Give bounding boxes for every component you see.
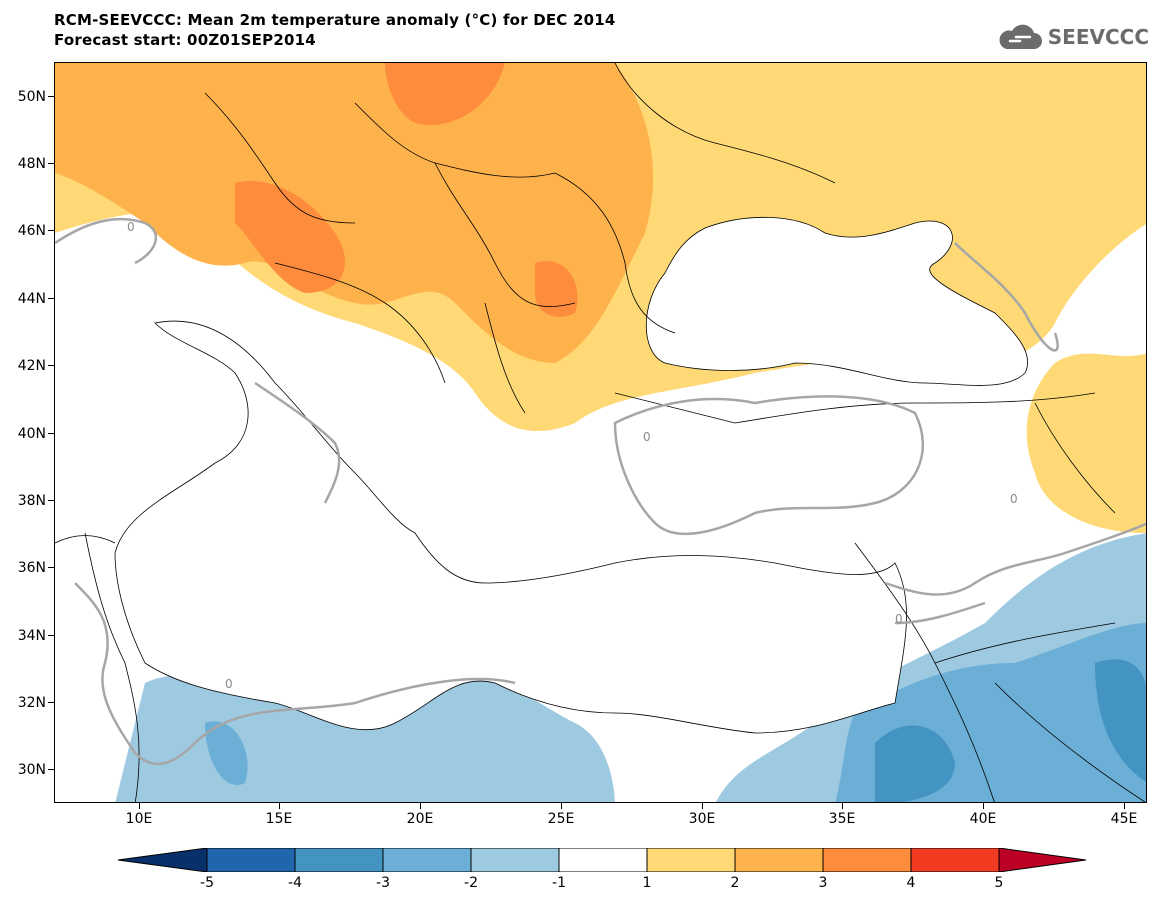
colorbar-segment-5-4 — [207, 848, 295, 872]
y-axis-label-34n: 34N — [18, 629, 46, 643]
x-axis-label-30e: 30E — [689, 812, 716, 826]
colorbar-segment-3-2 — [383, 848, 471, 872]
y-tick — [48, 230, 54, 231]
contour-label-b: 0 — [643, 430, 651, 444]
colorbar-label-4: 4 — [907, 875, 916, 891]
cloud-icon — [996, 23, 1044, 51]
y-axis-label-40n: 40N — [18, 427, 46, 441]
y-tick — [48, 96, 54, 97]
y-axis-label-36n: 36N — [18, 561, 46, 575]
title-line-1: RCM-SEEVCCC: Mean 2m temperature anomaly… — [54, 10, 616, 30]
x-tick — [1124, 803, 1125, 809]
y-axis-label-30n: 30N — [18, 763, 46, 777]
contour-label-e: 0 — [1010, 492, 1018, 506]
colorbar-segment-lt-5 — [118, 848, 207, 872]
x-axis-label-35e: 35E — [829, 812, 856, 826]
x-tick — [983, 803, 984, 809]
x-tick — [420, 803, 421, 809]
colorbar-segment-1-2 — [647, 848, 735, 872]
colorbar-segment-3-4 — [823, 848, 911, 872]
y-tick — [48, 567, 54, 568]
colorbar-label-1: 1 — [643, 875, 652, 891]
colorbar-segment-gt-5 — [999, 848, 1086, 872]
y-tick — [48, 365, 54, 366]
y-axis-label-32n: 32N — [18, 696, 46, 710]
contour-label-d: 0 — [225, 677, 233, 691]
x-axis-label-10e: 10E — [126, 812, 153, 826]
y-tick — [48, 500, 54, 501]
colorbar — [118, 848, 1086, 872]
anomaly-map: 0 0 0 0 0 — [55, 63, 1147, 803]
colorbar-label-minus2: -2 — [464, 875, 478, 891]
x-axis-label-15e: 15E — [266, 812, 293, 826]
x-axis-label-20e: 20E — [407, 812, 434, 826]
colorbar-segment-2-3 — [735, 848, 823, 872]
colorbar-label-3: 3 — [819, 875, 828, 891]
colorbar-label-minus4: -4 — [288, 875, 302, 891]
colorbar-segment-4-3 — [295, 848, 383, 872]
colorbar-label-minus5: -5 — [200, 875, 214, 891]
seevccc-logo: SEEVCCC — [996, 22, 1149, 52]
y-tick — [48, 635, 54, 636]
y-tick — [48, 298, 54, 299]
y-axis-label-46n: 46N — [18, 224, 46, 238]
x-tick — [561, 803, 562, 809]
colorbar-segment-2-1 — [471, 848, 559, 872]
x-axis-label-45e: 45E — [1111, 812, 1138, 826]
colorbar-label-minus3: -3 — [376, 875, 390, 891]
colorbar-label-5: 5 — [995, 875, 1004, 891]
y-axis-label-44n: 44N — [18, 292, 46, 306]
x-axis-label-25e: 25E — [548, 812, 575, 826]
y-tick — [48, 433, 54, 434]
y-tick — [48, 769, 54, 770]
y-axis-label-48n: 48N — [18, 157, 46, 171]
title-line-2: Forecast start: 00Z01SEP2014 — [54, 30, 616, 50]
map-plot-area: 0 0 0 0 0 — [54, 62, 1147, 803]
y-tick — [48, 702, 54, 703]
logo-text: SEEVCCC — [1048, 25, 1149, 49]
y-axis-label-42n: 42N — [18, 359, 46, 373]
y-axis-label-50n: 50N — [18, 90, 46, 104]
contour-label-c: 0 — [895, 612, 903, 626]
colorbar-label-2: 2 — [731, 875, 740, 891]
colorbar-label-minus1: -1 — [552, 875, 566, 891]
x-tick — [279, 803, 280, 809]
contour-label-a: 0 — [127, 220, 135, 234]
colorbar-segment-4-5 — [911, 848, 999, 872]
x-tick — [702, 803, 703, 809]
x-tick — [842, 803, 843, 809]
x-axis-label-40e: 40E — [970, 812, 997, 826]
x-tick — [139, 803, 140, 809]
chart-title: RCM-SEEVCCC: Mean 2m temperature anomaly… — [54, 10, 616, 50]
y-tick — [48, 163, 54, 164]
y-axis-label-38n: 38N — [18, 494, 46, 508]
colorbar-segment-1-1 — [559, 848, 647, 872]
